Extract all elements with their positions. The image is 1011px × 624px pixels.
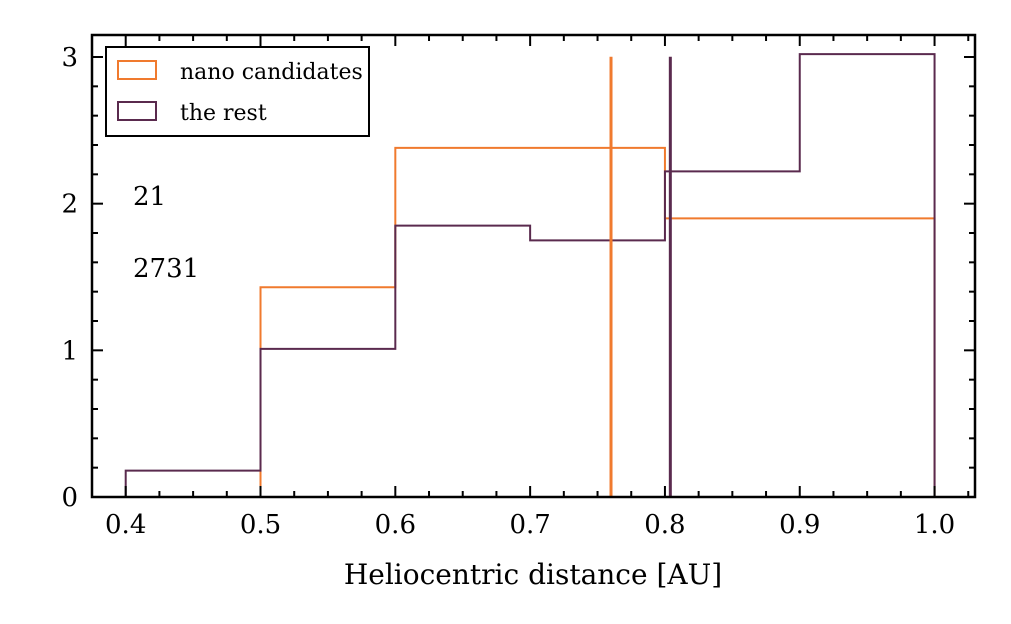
x-axis-title: Heliocentric distance [AU]	[344, 558, 722, 591]
histogram-series-layer	[124, 53, 936, 498]
x-tick-label: 1.0	[914, 510, 955, 540]
plot-frame	[90, 33, 977, 499]
x-tick-label: 0.7	[509, 510, 550, 540]
x-tick-label: 0.5	[240, 510, 281, 540]
legend-label-the-rest: the rest	[180, 101, 267, 126]
legend: nano candidates the rest	[105, 46, 370, 137]
x-tick-label: 0.6	[375, 510, 416, 540]
legend-swatch-nano-candidates	[117, 60, 157, 80]
x-tick-label: 0.8	[644, 510, 685, 540]
count-label-nano-candidates: 21	[133, 182, 166, 212]
y-tick-label: 2	[61, 190, 78, 220]
y-tick-label: 0	[61, 483, 78, 513]
count-label-the-rest: 2731	[133, 254, 199, 284]
histogram-series-the-rest	[124, 53, 936, 497]
median-lines-layer	[609, 56, 672, 497]
axis-ticks-layer: 0.4 0.5 0.6 0.7 0.8 0.9 1.0 0 1 2 3	[61, 35, 975, 540]
legend-swatch-the-rest	[117, 101, 157, 121]
histogram-series-nano-candidates	[125, 146, 936, 498]
y-tick-label: 3	[61, 43, 78, 73]
legend-label-nano-candidates: nano candidates	[180, 60, 363, 85]
x-tick-label: 0.9	[779, 510, 820, 540]
y-tick-label: 1	[61, 336, 78, 366]
x-tick-label: 0.4	[105, 510, 146, 540]
